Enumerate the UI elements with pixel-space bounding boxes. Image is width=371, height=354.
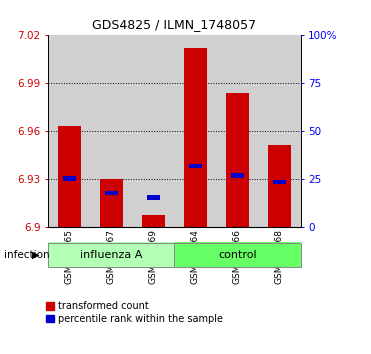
Bar <box>63 176 76 181</box>
Text: ▶: ▶ <box>32 250 39 260</box>
Bar <box>90 35 132 227</box>
Bar <box>48 243 174 267</box>
Legend: transformed count, percentile rank within the sample: transformed count, percentile rank withi… <box>46 301 223 324</box>
Bar <box>100 179 123 227</box>
Bar <box>174 35 216 227</box>
Bar <box>226 93 249 227</box>
Bar <box>48 35 90 227</box>
Bar <box>132 35 174 227</box>
Bar <box>273 179 286 184</box>
Bar <box>58 126 81 227</box>
Bar <box>147 195 160 200</box>
Title: GDS4825 / ILMN_1748057: GDS4825 / ILMN_1748057 <box>92 18 256 32</box>
Text: influenza A: influenza A <box>80 250 142 260</box>
Bar <box>231 173 244 178</box>
Bar <box>105 191 118 195</box>
Bar <box>216 35 259 227</box>
Bar <box>174 243 301 267</box>
Bar <box>189 164 202 169</box>
Text: control: control <box>218 250 257 260</box>
Bar <box>268 145 291 227</box>
Text: infection: infection <box>4 250 49 260</box>
Bar <box>142 215 165 227</box>
Bar <box>259 35 301 227</box>
Bar <box>184 48 207 227</box>
